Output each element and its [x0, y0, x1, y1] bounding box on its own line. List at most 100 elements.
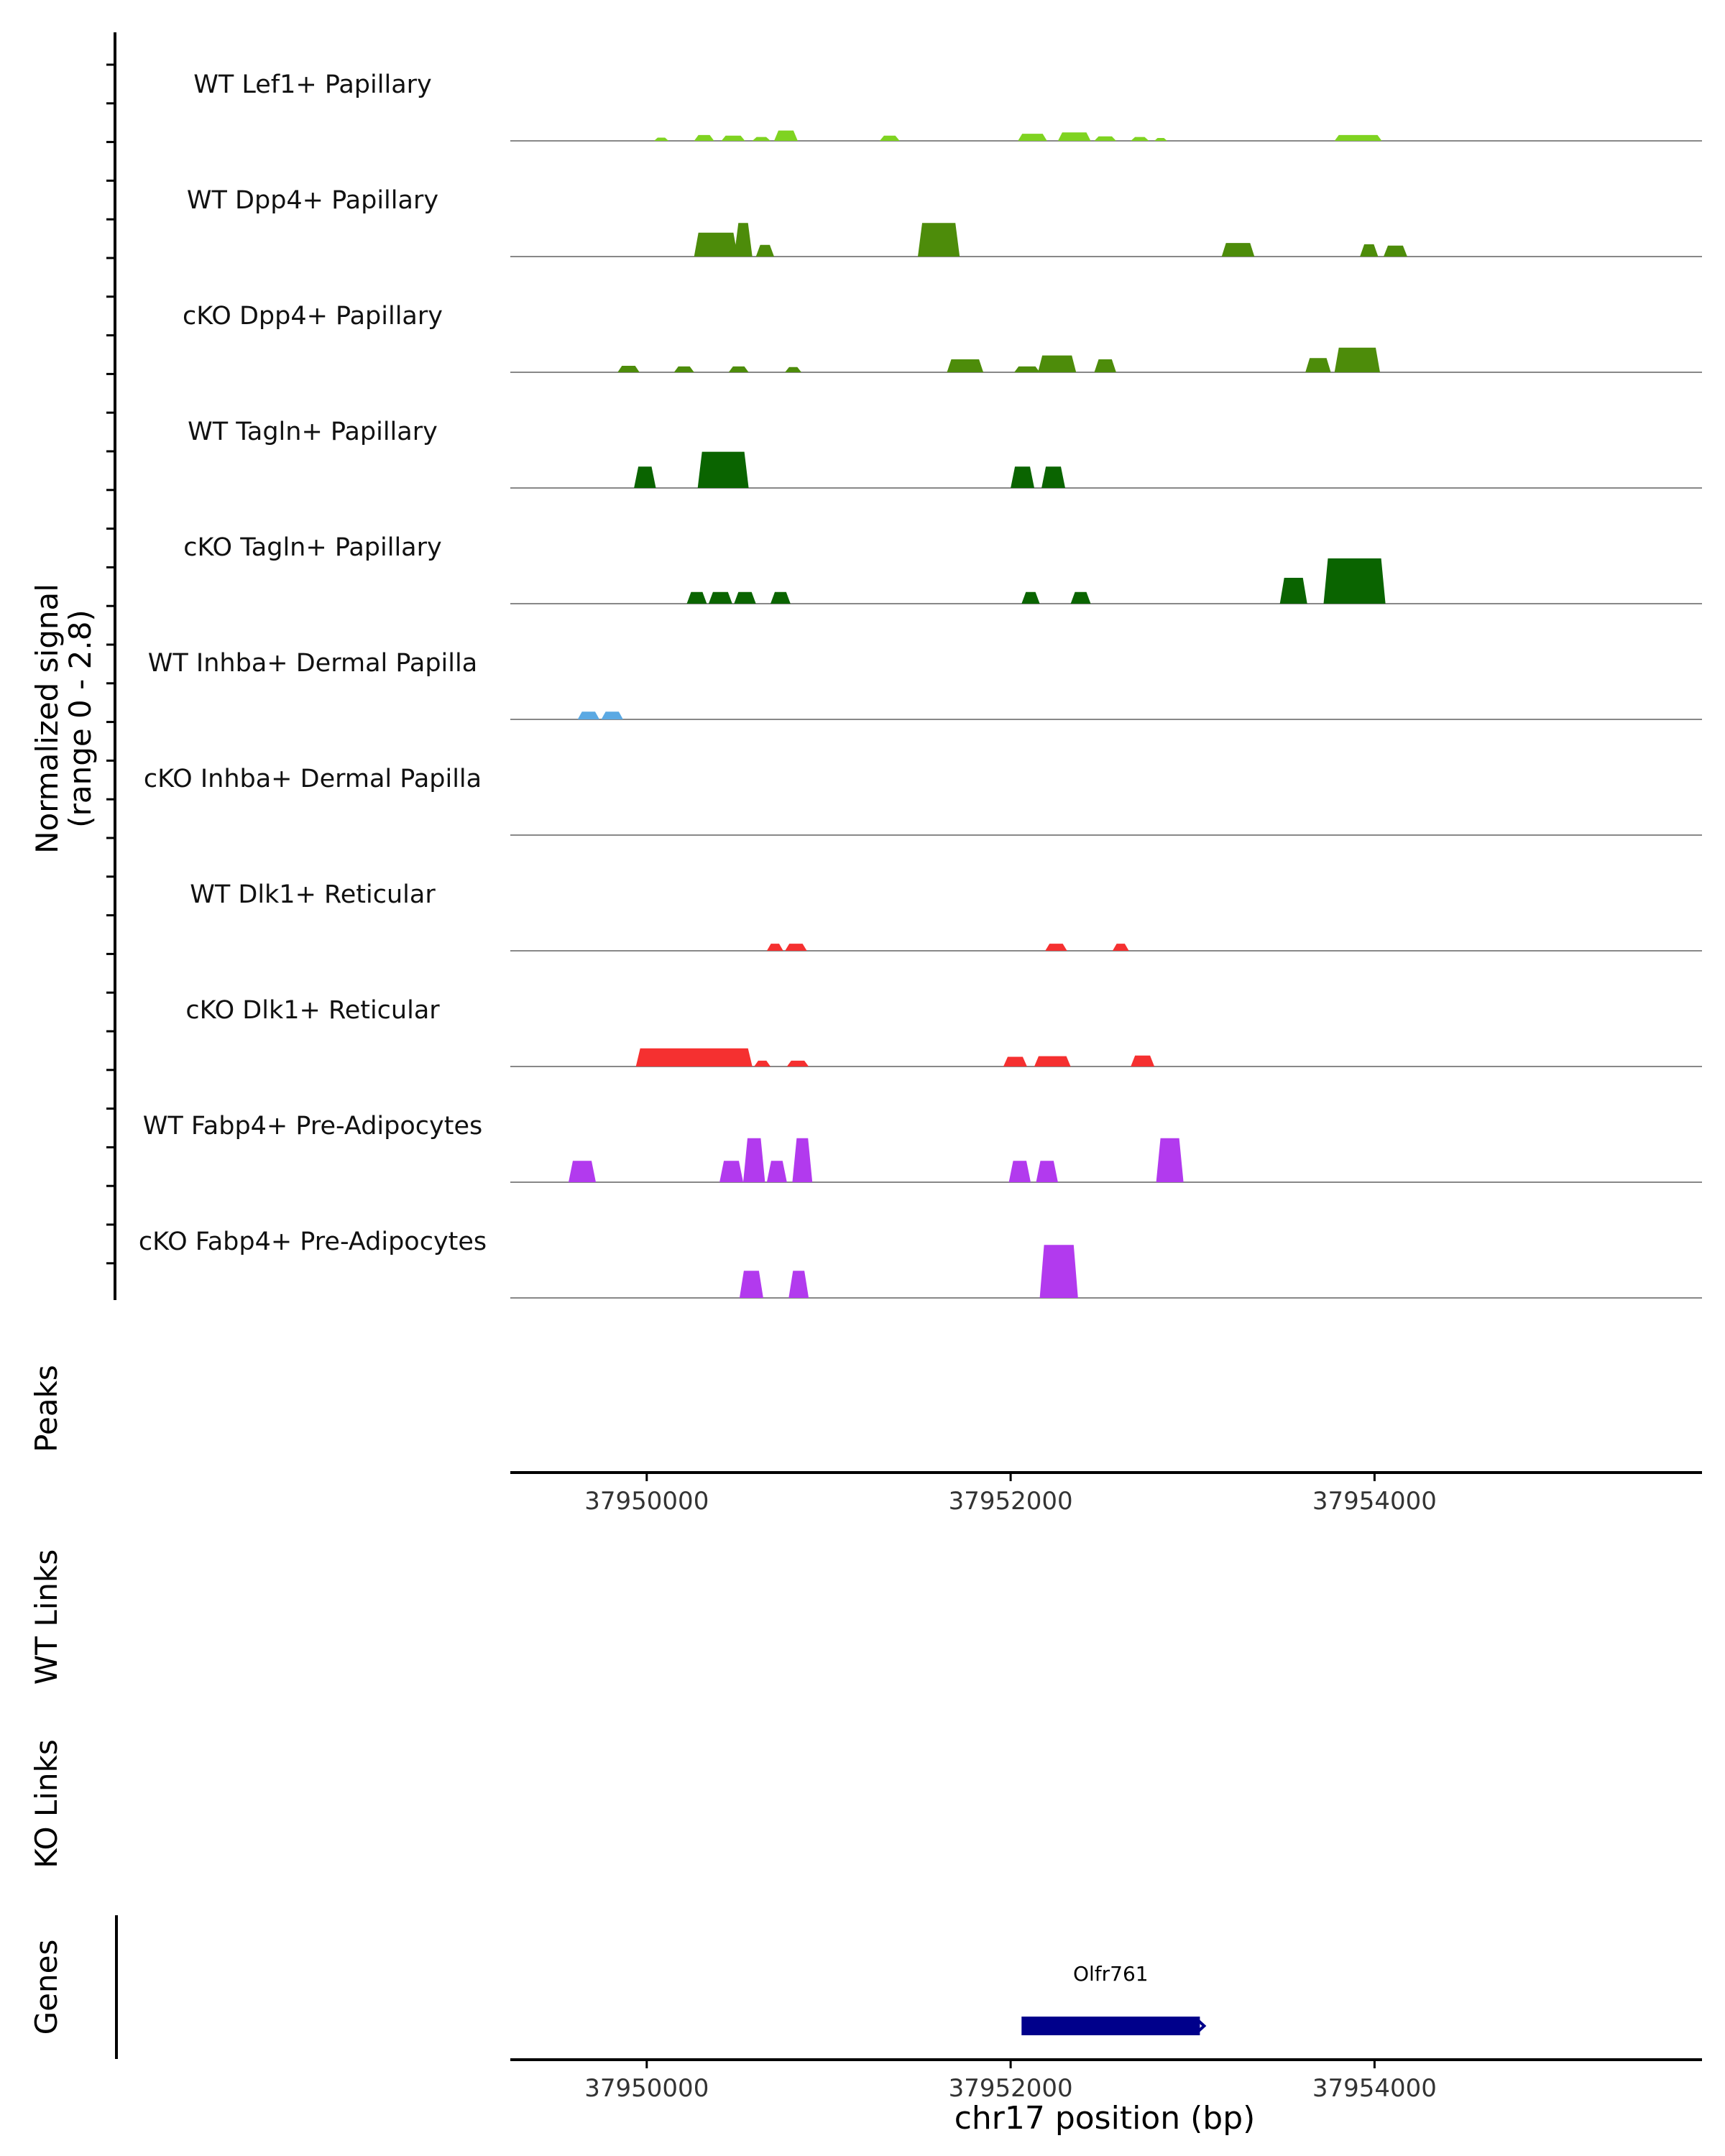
track-8: WT Dlk1+ Reticular [190, 880, 1702, 952]
track-5: cKO Tagln+ Papillary [183, 533, 1702, 604]
coverage-peak [1131, 137, 1149, 141]
coverage-peak [697, 451, 749, 488]
gene-annotation-track: Olfr761 [1021, 1962, 1207, 2035]
coverage-peak [569, 1161, 596, 1182]
coverage-peak [1094, 136, 1116, 141]
coverage-peak [752, 137, 770, 141]
peaks-panel-label: Peaks [29, 1365, 64, 1452]
track-label: WT Tagln+ Papillary [188, 418, 438, 446]
coverage-peak [734, 591, 756, 604]
y-axis-title-group: Normalized signal (range 0 - 2.8) [29, 584, 98, 854]
coverage-peak [708, 591, 732, 604]
track-label: WT Dlk1+ Reticular [190, 880, 436, 909]
x-axis-tick-label: 37954000 [1312, 2074, 1437, 2103]
genes-panel-label: Genes [29, 1940, 64, 2035]
gene-body [1021, 2017, 1200, 2035]
x-axis-tick-label: 37950000 [584, 2074, 709, 2103]
x-axis-tick-label: 37952000 [949, 1487, 1073, 1516]
coverage-peak [739, 1271, 763, 1298]
coverage-peak [1018, 134, 1047, 141]
coverage-peak [1384, 245, 1407, 257]
track-label: WT Dpp4+ Papillary [187, 186, 438, 215]
coverage-peak [1221, 243, 1255, 257]
coverage-peak [785, 944, 807, 951]
coverage-peak [728, 366, 749, 372]
x-axis-tick-label: 37954000 [1312, 1487, 1437, 1516]
coverage-peak [1154, 138, 1167, 141]
track-3: cKO Dpp4+ Papillary [183, 302, 1702, 373]
track-label: cKO Inhba+ Dermal Papilla [144, 765, 482, 793]
coverage-peak [1156, 1138, 1184, 1182]
coverage-peak [601, 711, 623, 719]
x-axis-bottom: 37950000 37952000 37954000 [510, 2058, 1702, 2103]
coverage-peak [635, 1048, 753, 1067]
coverage-peak [577, 711, 599, 719]
coverage-peak [721, 135, 745, 141]
coverage-peak [947, 359, 984, 372]
wt-links-panel-label: WT Links [29, 1549, 64, 1685]
signal-y-axis [106, 32, 116, 1300]
coverage-peak [786, 1060, 809, 1067]
track-label: cKO Tagln+ Papillary [183, 533, 442, 562]
coverage-peak [1008, 1161, 1031, 1182]
gene-label: Olfr761 [1073, 1962, 1149, 1986]
coverage-tracks: WT Lef1+ Papillary WT Dpp4+ Papillary cKO … [139, 70, 1702, 1299]
coverage-peak [1334, 134, 1382, 141]
coverage-peak [1003, 1056, 1027, 1067]
coverage-peak [1039, 1245, 1078, 1298]
coverage-peak [1038, 355, 1077, 372]
coverage-peak [1334, 347, 1380, 372]
coverage-peak [634, 466, 656, 488]
x-axis-top: 37950000 37952000 37954000 [510, 1471, 1702, 1516]
coverage-peak [743, 1138, 765, 1182]
coverage-peak [766, 944, 783, 951]
track-label: cKO Dpp4+ Papillary [183, 302, 443, 331]
track-11: cKO Fabp4+ Pre-Adipocytes [139, 1227, 1702, 1299]
coverage-peak [1070, 591, 1091, 604]
track-2: WT Dpp4+ Papillary [187, 186, 1702, 257]
coverage-peak [774, 130, 798, 141]
ko-links-panel-label: KO Links [29, 1739, 64, 1869]
coverage-peak [1360, 244, 1379, 257]
coverage-peak [1279, 578, 1307, 604]
track-6: WT Inhba+ Dermal Papilla [148, 649, 1702, 720]
coverage-peak [1014, 366, 1040, 372]
track-7: cKO Inhba+ Dermal Papilla [144, 765, 1702, 836]
coverage-peak [1131, 1055, 1155, 1067]
coverage-peak [792, 1138, 813, 1182]
track-10: WT Fabp4+ Pre-Adipocytes [143, 1112, 1702, 1183]
coverage-peak [686, 591, 707, 604]
coverage-peak [694, 134, 714, 141]
track-label: WT Fabp4+ Pre-Adipocytes [143, 1112, 482, 1141]
track-4: WT Tagln+ Papillary [188, 418, 1702, 489]
x-axis-tick-label: 37952000 [949, 2074, 1073, 2103]
coverage-peak [785, 367, 801, 372]
gene-strand-arrow [1195, 2017, 1207, 2035]
coverage-peak [770, 591, 791, 604]
coverage-peak [1011, 466, 1034, 488]
track-label: WT Lef1+ Papillary [193, 70, 432, 99]
coverage-peak [719, 1161, 743, 1182]
coverage-peak [1041, 466, 1065, 488]
coverage-peak [1057, 132, 1091, 141]
track-9: cKO Dlk1+ Reticular [185, 996, 1702, 1067]
coverage-peak [1021, 591, 1040, 604]
coverage-peak [654, 137, 669, 141]
coverage-peak [734, 223, 753, 257]
coverage-peak [879, 135, 900, 141]
coverage-peak [673, 366, 694, 372]
coverage-peak [1036, 1161, 1058, 1182]
coverage-peak [617, 366, 640, 372]
y-axis-range-label: (range 0 - 2.8) [63, 609, 98, 828]
track-1: WT Lef1+ Papillary [193, 70, 1702, 142]
coverage-peak [754, 1060, 770, 1067]
coverage-peak [1112, 944, 1129, 951]
track-label: cKO Dlk1+ Reticular [185, 996, 440, 1025]
coverage-peak [1045, 944, 1067, 951]
track-label: WT Inhba+ Dermal Papilla [148, 649, 477, 678]
y-axis-title: Normalized signal [29, 584, 65, 854]
track-label: cKO Fabp4+ Pre-Adipocytes [139, 1227, 487, 1256]
coverage-peak [1094, 359, 1116, 372]
coverage-peak [1034, 1056, 1071, 1067]
